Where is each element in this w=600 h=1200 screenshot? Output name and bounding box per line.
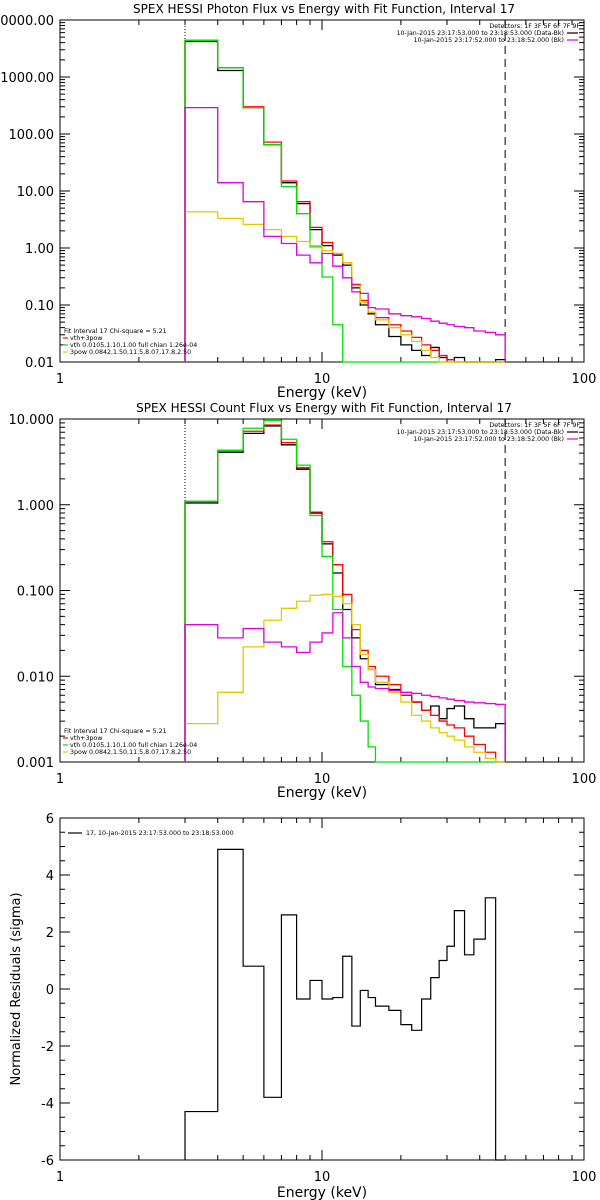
y-tick-label: 1.000 — [17, 499, 54, 514]
x-tick-label: 100 — [572, 372, 597, 387]
y-tick-label: 0.10 — [25, 299, 54, 314]
x-tick-labels: 1 10 100 — [56, 772, 597, 787]
series-powerlaw-fit — [184, 211, 506, 363]
tick-marks — [59, 817, 584, 1161]
y-tick-label: 10.00 — [17, 185, 54, 200]
y-tick-label: 1000.00 — [0, 71, 54, 86]
fit-legend-text: 3pow 0.0842,1.50,11.5,8.07,17.8,2.50 — [70, 749, 191, 756]
x-tick-label: 10 — [314, 372, 331, 387]
series-powerlaw-fit — [184, 593, 506, 763]
x-tick-label: 100 — [572, 772, 597, 787]
fit-legend-text: 3pow 0.0842,1.50,11.5,8.07,17.8,2.50 — [70, 349, 191, 356]
tick-marks — [59, 418, 584, 763]
y-tick-labels: 0.01 0.10 1.00 10.00 100.00 1000.00 0000.00 — [0, 14, 54, 371]
x-tick-label: 1 — [56, 772, 64, 787]
residuals-panel: -6 -4 -2 0 2 4 6 1 10 100 17, 10-Jan-2015 23:17:… — [9, 812, 596, 1200]
fit-legend: Fit Interval 17 Chi-square = 5.21vth+3po… — [63, 728, 197, 756]
fit-legend-text: Fit Interval 17 Chi-square = 5.21 — [64, 728, 167, 735]
y-tick-labels: -6 -4 -2 0 2 4 6 — [41, 812, 54, 1169]
legend-text: Detectors: 1F 3F 5F 6F 7F 9F — [489, 23, 580, 30]
x-axis-label: Energy (keV) — [277, 785, 367, 801]
axis-ticks — [59, 817, 584, 1161]
legend: Detectors: 1F 3F 5F 6F 7F 9F10-Jan-2015 … — [396, 422, 580, 443]
y-axis-label: Normalized Residuals (sigma) — [9, 892, 24, 1085]
y-tick-label: 4 — [46, 869, 54, 884]
y-tick-label: 6 — [46, 812, 54, 827]
legend-text: 10-Jan-2015 23:17:52.000 to 23:18:52.000… — [414, 436, 564, 443]
tick-marks — [59, 19, 584, 363]
axis-ticks — [59, 418, 584, 763]
spectrum-series — [184, 39, 506, 363]
y-tick-label: 0.001 — [17, 756, 54, 771]
photon-flux-panel: SPEX HESSI Photon Flux vs Energy with Fi… — [0, 2, 596, 401]
legend-text: 17, 10-Jan-2015 23:17:53.000 to 23:18:53… — [86, 830, 234, 837]
legend: Detectors: 1F 3F 5F 6F 7F 9F10-Jan-2015 … — [396, 23, 580, 44]
x-tick-labels: 1 10 100 — [56, 372, 597, 387]
legend-text: 10-Jan-2015 23:17:53.000 to 23:18:53.000… — [396, 429, 564, 436]
series-residuals — [184, 848, 506, 1161]
x-tick-label: 100 — [572, 1170, 597, 1185]
legend-text: 10-Jan-2015 23:17:53.000 to 23:18:53.000… — [396, 30, 564, 37]
y-tick-label: 0000.00 — [0, 14, 54, 29]
axis-ticks — [59, 19, 584, 363]
x-tick-label: 10 — [314, 1170, 331, 1185]
x-tick-label: 10 — [314, 772, 331, 787]
y-tick-label: 10.000 — [9, 413, 55, 428]
y-tick-label: 1.00 — [25, 242, 54, 257]
count-flux-panel: SPEX HESSI Count Flux vs Energy with Fit… — [9, 401, 597, 801]
x-axis-label: Energy (keV) — [277, 1185, 367, 1200]
legend: 17, 10-Jan-2015 23:17:53.000 to 23:18:53… — [68, 830, 234, 837]
x-tick-labels: 1 10 100 — [56, 1170, 597, 1185]
fit-legend-text: Fit Interval 17 Chi-square = 5.21 — [64, 328, 167, 335]
fit-legend-text: vth+3pow — [70, 335, 102, 342]
fit-legend-text: vth+3pow — [70, 735, 102, 742]
y-tick-label: -6 — [41, 1154, 54, 1169]
y-tick-label: 0.100 — [17, 585, 54, 600]
chart-title: SPEX HESSI Photon Flux vs Energy with Fi… — [133, 2, 515, 16]
y-tick-label: 0 — [46, 983, 54, 998]
y-tick-label: 2 — [46, 926, 54, 941]
series-background — [184, 106, 506, 362]
series-background — [184, 612, 506, 762]
y-tick-label: 0.01 — [25, 356, 54, 371]
chart-title: SPEX HESSI Count Flux vs Energy with Fit… — [136, 401, 512, 415]
fit-legend: Fit Interval 17 Chi-square = 5.21vth+3po… — [63, 328, 197, 356]
y-tick-label: -2 — [41, 1040, 54, 1055]
y-tick-label: -4 — [41, 1097, 54, 1112]
y-tick-label: 100.00 — [9, 128, 55, 143]
legend-text: 10-Jan-2015 23:17:52.000 to 23:18:52.000… — [414, 37, 564, 44]
fit-legend-text: vth 0.0105,1.10,1.00 full chian 1.26e-04 — [70, 342, 197, 349]
x-tick-label: 1 — [56, 1170, 64, 1185]
x-tick-label: 1 — [56, 372, 64, 387]
spectrum-series — [184, 419, 506, 763]
fit-legend-text: vth 0.0105,1.10,1.00 full chian 1.26e-04 — [70, 742, 197, 749]
y-tick-label: 0.010 — [17, 670, 54, 685]
y-tick-labels: 0.001 0.010 0.100 1.000 10.000 — [9, 413, 55, 771]
x-axis-label: Energy (keV) — [277, 385, 367, 401]
residual-series — [184, 848, 506, 1161]
legend-text: Detectors: 1F 3F 5F 6F 7F 9F — [489, 422, 580, 429]
